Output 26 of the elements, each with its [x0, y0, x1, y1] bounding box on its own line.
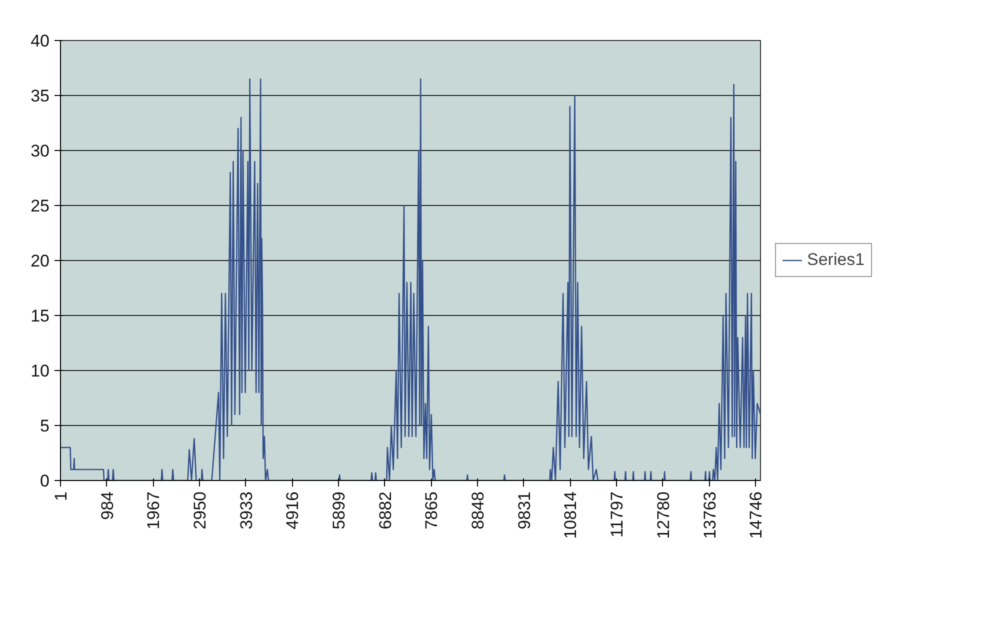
x-tick-label: 11797	[608, 491, 627, 538]
y-tick-label: 5	[40, 416, 50, 436]
x-tick-label: 1	[52, 491, 70, 501]
x-tick-label: 5899	[330, 491, 349, 530]
x-tick-label: 3933	[236, 491, 256, 530]
x-tick-label: 8848	[468, 491, 488, 530]
x-tick-label: 984	[98, 491, 117, 520]
y-tick-label: 15	[30, 306, 50, 326]
x-tick-label: 14746	[746, 491, 766, 539]
y-tick-label: 25	[30, 196, 50, 216]
x-tick-label: 2950	[190, 491, 210, 530]
x-tick-label: 7865	[422, 491, 442, 530]
x-tick-label: 12780	[654, 491, 673, 539]
y-tick-label: 30	[30, 142, 50, 160]
y-tick-label: 35	[30, 86, 50, 106]
x-tick-label: 4916	[283, 491, 302, 530]
y-tick-label: 10	[30, 362, 50, 380]
legend-label: Series1	[807, 250, 865, 270]
x-tick-label: 9831	[514, 491, 534, 530]
y-tick-label: 0	[40, 472, 50, 490]
y-tick-label: 20	[30, 252, 50, 270]
x-tick-label: 1967	[144, 491, 164, 530]
x-tick-label: 13763	[700, 491, 720, 539]
x-tick-label: 10814	[561, 491, 580, 539]
x-tick-label: 6882	[376, 491, 395, 530]
y-tick-label: 40	[30, 32, 50, 50]
